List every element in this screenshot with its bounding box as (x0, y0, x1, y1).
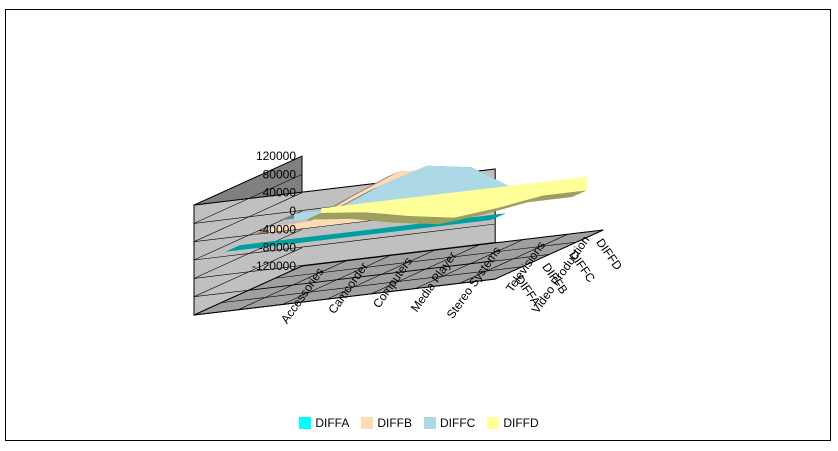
legend-label-diffb: DIFFB (377, 416, 413, 430)
area-top-diffb (340, 171, 400, 202)
legend: DIFFA DIFFB DIFFC DIFFD (0, 414, 838, 432)
legend-label-diffd: DIFFD (503, 416, 539, 430)
legend-swatch-diffd (487, 417, 500, 429)
area-top-diffd (527, 190, 587, 203)
legend-item-diffd: DIFFD (487, 416, 539, 430)
legend-swatch-diffb (361, 417, 374, 429)
z-tick-label: DIFFD (593, 236, 625, 273)
area-top-diffa (269, 234, 329, 247)
gridline-floor-z (193, 278, 496, 316)
y-tick-label: 0 (289, 204, 296, 218)
legend-item-diffa: DIFFA (299, 416, 349, 430)
legend-label-diffa: DIFFA (315, 416, 350, 430)
area-top-diffa (225, 239, 285, 252)
legend-item-diffc: DIFFC (424, 416, 475, 430)
legend-swatch-diffc (424, 417, 437, 429)
legend-item-diffb: DIFFB (361, 416, 412, 430)
y-tick-label: 40000 (263, 186, 297, 200)
area-top-diffd (439, 207, 499, 225)
legend-swatch-diffa (299, 417, 312, 429)
y-tick-label: -40000 (259, 222, 297, 236)
area-top-diffa (313, 229, 373, 242)
gridline-floor-z (220, 266, 523, 304)
y-tick-label: -80000 (259, 241, 297, 255)
y-tick-label: -120000 (252, 259, 296, 273)
area-top-diffd (394, 216, 454, 225)
area-top-diffa (446, 213, 506, 226)
gridline-floor-z (247, 254, 550, 291)
area-top-diffa (358, 223, 418, 236)
series-diffd (306, 176, 587, 225)
gridline-floor-x (495, 229, 604, 280)
gridline-y (193, 247, 496, 297)
gridline-floor-z (301, 229, 604, 267)
gridline-y (193, 210, 496, 261)
area-top-diffd (483, 195, 543, 215)
series-layer (225, 165, 587, 252)
y-axis-ticks: 120000 80000 40000 0 -40000 -80000 -120000 (252, 149, 296, 273)
y-tick-label: 120000 (256, 149, 296, 163)
area-front-diffd (321, 176, 587, 218)
legend-label-diffc: DIFFC (440, 416, 476, 430)
area-top-diffd (350, 212, 410, 223)
area-top-diffd (306, 212, 366, 220)
y-tick-label: 80000 (263, 167, 297, 181)
gridline-floor-z (274, 241, 577, 279)
